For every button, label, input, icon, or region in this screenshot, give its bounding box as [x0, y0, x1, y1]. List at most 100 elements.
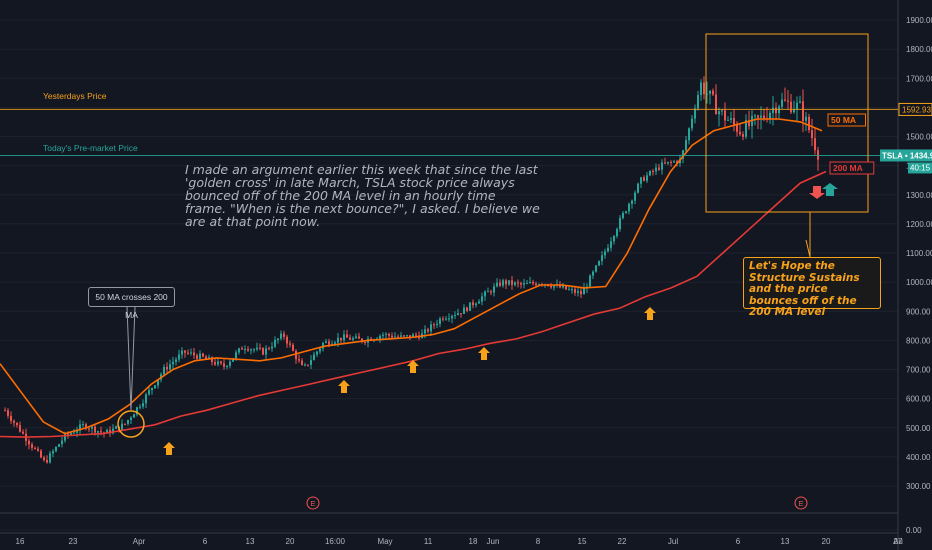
- candle: [493, 283, 495, 297]
- candle-body: [787, 100, 789, 102]
- ma-cross-label: 50 MA crosses 200 MA: [88, 287, 175, 320]
- x-tick-label: 18: [469, 537, 478, 546]
- candle-body: [610, 241, 612, 248]
- x-tick-label: Jul: [668, 537, 678, 546]
- candle-body: [799, 101, 801, 103]
- candle: [751, 109, 753, 139]
- candle-body: [589, 275, 591, 287]
- candle-body: [685, 140, 687, 151]
- x-tick-label: 6: [736, 537, 741, 546]
- candle: [178, 349, 180, 363]
- candle: [58, 443, 60, 448]
- candle: [31, 442, 33, 451]
- countdown-value: 40:15: [910, 163, 931, 172]
- candle: [499, 279, 501, 288]
- candle: [28, 438, 30, 450]
- candle: [496, 278, 498, 288]
- candle-body: [289, 343, 291, 345]
- candle: [481, 292, 483, 306]
- candle-body: [385, 333, 387, 335]
- candle-body: [157, 379, 159, 386]
- candle-body: [301, 360, 303, 366]
- candle: [511, 276, 513, 290]
- candle: [811, 118, 813, 146]
- candle-body: [22, 431, 24, 434]
- candle: [223, 358, 225, 370]
- candle-body: [280, 333, 282, 339]
- candle-body: [394, 336, 396, 338]
- candle: [769, 110, 771, 124]
- candle-body: [256, 347, 258, 350]
- candle: [652, 168, 654, 176]
- candle: [145, 392, 147, 409]
- golden-cross-circle: [117, 410, 145, 438]
- candle-body: [781, 99, 783, 107]
- candle: [283, 330, 285, 340]
- candle-body: [55, 446, 57, 452]
- candle: [82, 420, 84, 428]
- candle: [664, 157, 666, 165]
- candle-body: [352, 338, 354, 340]
- candle-body: [721, 110, 723, 112]
- candle-body: [562, 285, 564, 288]
- premarket-price-label: Today's Pre-market Price: [43, 143, 138, 153]
- candle-body: [769, 112, 771, 120]
- candle: [427, 327, 429, 334]
- candle-body: [577, 291, 579, 293]
- candle: [523, 278, 525, 289]
- candle-body: [649, 170, 651, 176]
- candle-body: [406, 335, 408, 337]
- candle: [730, 111, 732, 123]
- candle-body: [211, 357, 213, 363]
- candlesticks: [4, 76, 819, 464]
- candle-body: [10, 415, 12, 421]
- candle: [325, 338, 327, 344]
- candle: [700, 79, 702, 101]
- bounce-arrow-icon: [407, 360, 419, 373]
- candle: [358, 332, 360, 339]
- candle: [268, 346, 270, 351]
- candle: [703, 76, 705, 100]
- candle-body: [748, 120, 750, 127]
- bounce-arrow-icon: [338, 380, 350, 393]
- candle: [226, 364, 228, 370]
- candle-body: [64, 433, 66, 441]
- candle: [514, 281, 516, 287]
- candle: [13, 419, 15, 427]
- candle-body: [286, 336, 288, 344]
- candle-body: [325, 341, 327, 343]
- candle-body: [775, 107, 777, 114]
- candle: [601, 251, 603, 266]
- candle-body: [208, 357, 210, 359]
- candle-body: [670, 161, 672, 163]
- candle: [292, 342, 294, 352]
- candle: [793, 100, 795, 114]
- candle-body: [490, 291, 492, 293]
- candle: [799, 95, 801, 104]
- candle-body: [334, 342, 336, 344]
- candle: [247, 346, 249, 352]
- candle-body: [31, 444, 33, 448]
- candle-body: [412, 334, 414, 338]
- candle-body: [40, 450, 42, 458]
- candle: [124, 423, 126, 426]
- candle-body: [391, 335, 393, 338]
- candle: [307, 364, 309, 367]
- candle-body: [793, 109, 795, 113]
- candle: [649, 170, 651, 177]
- candle-body: [379, 335, 381, 339]
- candle-body: [91, 426, 93, 429]
- candle-body: [625, 211, 627, 213]
- candle: [439, 316, 441, 328]
- candle-body: [7, 410, 9, 416]
- candle-body: [43, 457, 45, 460]
- y-tick-label: 500.00: [906, 424, 931, 433]
- candle-body: [811, 130, 813, 139]
- candle-body: [433, 324, 435, 326]
- candle: [109, 426, 111, 437]
- candle: [304, 362, 306, 367]
- candle: [217, 358, 219, 367]
- candle-body: [676, 161, 678, 164]
- candle: [367, 335, 369, 348]
